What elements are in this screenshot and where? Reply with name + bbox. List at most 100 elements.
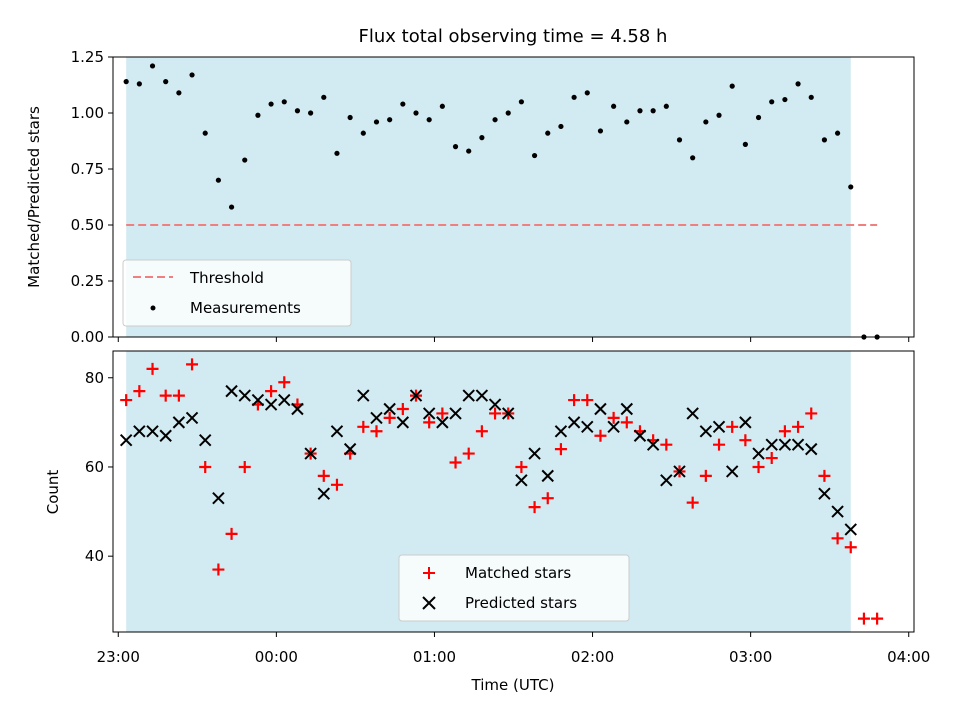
legend-measurements-swatch bbox=[150, 305, 156, 311]
predicted-star-marker bbox=[646, 438, 660, 451]
predicted-star-marker bbox=[317, 487, 330, 500]
measurement-point bbox=[373, 119, 380, 125]
measurement-point bbox=[518, 99, 525, 105]
measurement-point bbox=[848, 184, 854, 190]
matched-star-marker bbox=[186, 358, 199, 371]
measurement-point bbox=[189, 72, 195, 78]
matched-star-marker bbox=[383, 411, 396, 424]
top-y-tick-label: 1.00 bbox=[71, 104, 104, 122]
matched-star-marker bbox=[844, 541, 857, 554]
measurement-point bbox=[334, 150, 340, 156]
bottom-x-ticks: 23:00 00:00 01:00 02:00 03:00 04:00 bbox=[97, 632, 930, 666]
predicted-star-marker bbox=[831, 505, 844, 518]
predicted-star-marker bbox=[554, 425, 568, 438]
predicted-star-marker bbox=[739, 416, 752, 429]
predicted-star-marker bbox=[304, 447, 317, 460]
top-y-tick-label: 0.75 bbox=[71, 160, 104, 178]
matched-star-marker bbox=[594, 429, 607, 442]
measurement-point bbox=[584, 90, 590, 96]
measurement-point bbox=[281, 99, 287, 105]
predicted-star-marker bbox=[475, 389, 489, 402]
measurement-point bbox=[571, 94, 577, 100]
top-y-axis-label: Matched/Predicted stars bbox=[25, 106, 43, 288]
predicted-star-marker bbox=[488, 398, 502, 411]
measurement-point bbox=[558, 123, 564, 130]
measurement-point bbox=[163, 79, 169, 85]
bottom-plot-frame bbox=[112, 350, 915, 633]
legend-matched-swatch bbox=[423, 567, 435, 579]
predicted-star-marker bbox=[791, 438, 805, 451]
predicted-star-marker bbox=[752, 447, 765, 460]
predicted-star-marker bbox=[436, 416, 449, 429]
predicted-star-marker bbox=[725, 465, 739, 478]
matched-star-marker bbox=[330, 478, 343, 491]
measurement-point bbox=[136, 81, 142, 87]
bottom-y-ticks: 40 60 80 bbox=[85, 369, 113, 565]
predicted-star-marker bbox=[528, 447, 541, 460]
measurement-point bbox=[769, 99, 775, 105]
top-panel: 0.00 0.25 0.50 0.75 1.00 1.25 Matched/Predict… bbox=[25, 48, 915, 346]
matched-star-marker bbox=[146, 362, 159, 375]
predicted-star-marker bbox=[686, 407, 699, 420]
measurement-point bbox=[545, 130, 551, 136]
measurement-point bbox=[268, 101, 274, 107]
measurement-point bbox=[255, 112, 261, 118]
predicted-star-marker bbox=[633, 429, 647, 442]
matched-star-marker bbox=[660, 438, 673, 451]
matched-star-marker bbox=[765, 452, 778, 465]
predicted-star-marker bbox=[409, 389, 423, 402]
measurement-point bbox=[795, 81, 801, 87]
measurement-point bbox=[176, 90, 182, 96]
predicted-star-marker bbox=[844, 523, 857, 536]
matched-star-marker bbox=[831, 532, 844, 545]
matched-star-marker bbox=[212, 563, 225, 576]
measurement-point bbox=[676, 137, 683, 143]
matched-star-marker bbox=[713, 438, 726, 451]
predicted-star-marker bbox=[502, 407, 515, 420]
predicted-star-marker bbox=[159, 429, 172, 442]
predicted-star-marker bbox=[515, 474, 528, 487]
predicted-star-marker bbox=[119, 433, 133, 447]
measurement-point bbox=[729, 83, 735, 89]
predicted-star-marker bbox=[370, 411, 383, 425]
measurement-point bbox=[466, 148, 472, 154]
measurement-point bbox=[624, 119, 630, 125]
measurement-point bbox=[439, 103, 445, 109]
top-y-tick-label: 0.25 bbox=[71, 272, 104, 290]
bottom-legend-box bbox=[398, 554, 630, 622]
matched-star-marker bbox=[752, 460, 765, 473]
measurement-point bbox=[611, 103, 617, 109]
measurement-point bbox=[663, 103, 669, 109]
measurement-point bbox=[149, 63, 156, 69]
measurement-point bbox=[782, 96, 788, 103]
matched-star-marker bbox=[489, 407, 502, 420]
matched-star-marker bbox=[871, 612, 884, 625]
predicted-star-marker bbox=[291, 402, 304, 416]
matched-star-marker bbox=[515, 460, 528, 473]
matched-star-marker bbox=[278, 376, 291, 389]
bottom-y-tick-label: 40 bbox=[85, 547, 104, 565]
matched-star-marker bbox=[396, 402, 409, 415]
measurement-point bbox=[400, 101, 406, 107]
matched-star-marker bbox=[528, 501, 541, 514]
predicted-star-marker bbox=[146, 425, 159, 438]
predicted-star-marker bbox=[594, 402, 607, 416]
matched-star-marker bbox=[620, 416, 633, 429]
predicted-star-marker bbox=[251, 393, 265, 407]
measurement-point bbox=[202, 130, 208, 136]
matched-star-marker bbox=[778, 425, 791, 438]
top-y-tick-label: 0.00 bbox=[71, 328, 104, 346]
predicted-star-marker bbox=[712, 420, 726, 434]
measurement-point bbox=[413, 110, 419, 116]
matched-star-marker bbox=[607, 411, 620, 424]
bottom-legend: Matched stars Predicted stars bbox=[398, 554, 630, 622]
measurement-point bbox=[452, 144, 459, 150]
matched-star-marker bbox=[726, 420, 739, 433]
x-tick-label: 01:00 bbox=[413, 648, 456, 666]
measurement-point bbox=[505, 110, 511, 116]
matched-star-marker bbox=[423, 416, 436, 429]
x-tick-label: 00:00 bbox=[255, 648, 298, 666]
top-y-tick-label: 0.50 bbox=[71, 216, 104, 234]
measurement-point bbox=[808, 94, 814, 100]
matched-star-marker bbox=[370, 425, 383, 438]
